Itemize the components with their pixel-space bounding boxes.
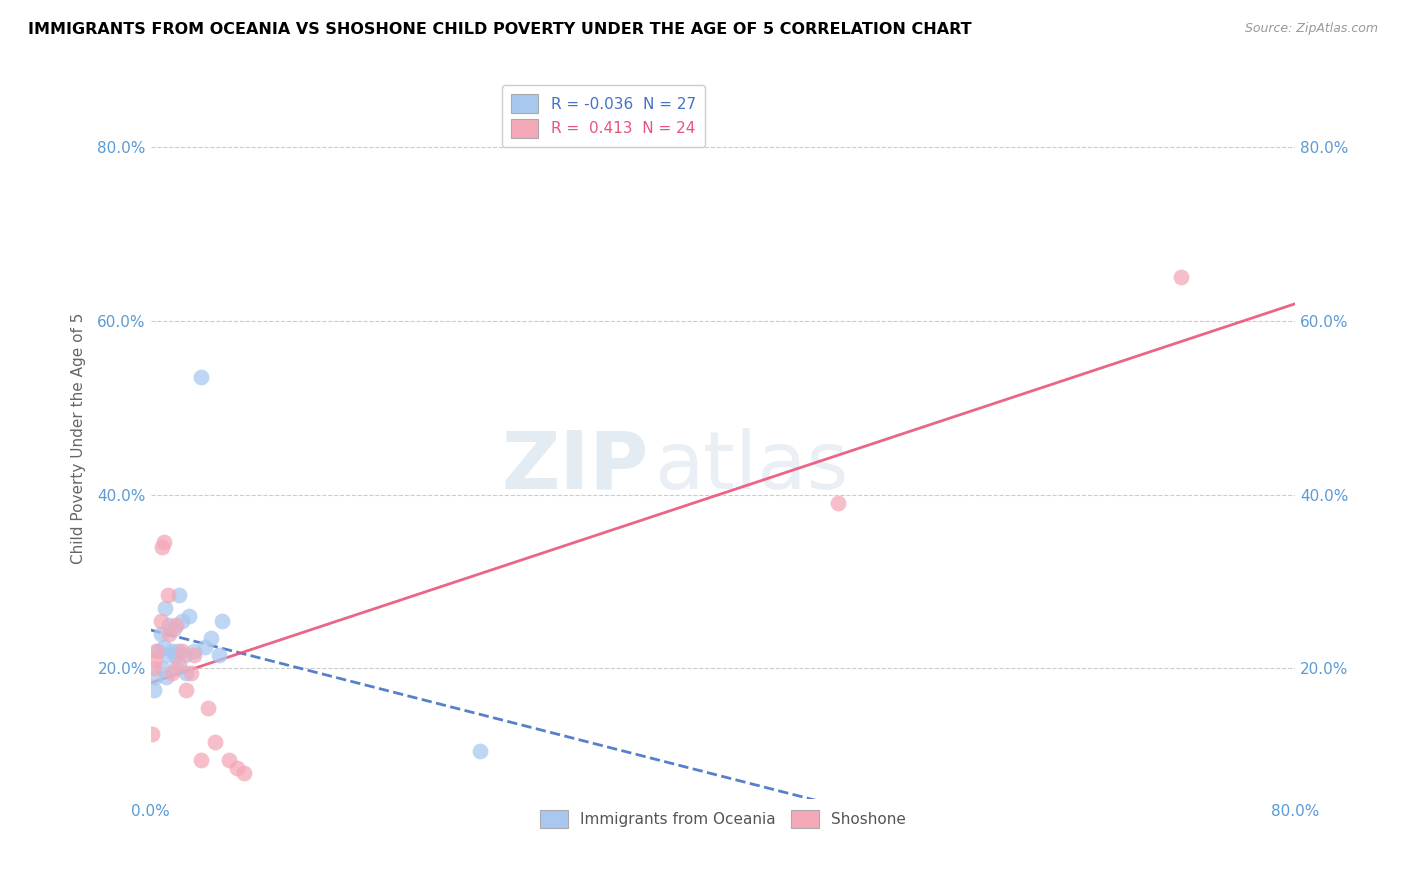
Point [218, 753, 240, 767]
Point [145, 644, 167, 658]
Point [211, 614, 233, 628]
Point [827, 496, 849, 510]
Text: atlas: atlas [654, 428, 849, 506]
Point [225, 761, 247, 775]
Point [190, 753, 212, 767]
Point [146, 644, 169, 658]
Point [194, 640, 217, 654]
Point [172, 614, 194, 628]
Point [208, 648, 231, 663]
Point [169, 657, 191, 672]
Point [160, 644, 183, 658]
Point [149, 626, 172, 640]
Point [176, 665, 198, 680]
Point [143, 653, 166, 667]
Point [197, 700, 219, 714]
Point [157, 618, 180, 632]
Point [167, 644, 190, 658]
Point [160, 665, 183, 680]
Text: ZIP: ZIP [502, 428, 648, 506]
Y-axis label: Child Poverty Under the Age of 5: Child Poverty Under the Age of 5 [72, 312, 86, 564]
Point [183, 644, 205, 658]
Point [156, 588, 179, 602]
Point [172, 644, 194, 658]
Point [169, 588, 191, 602]
Point [179, 609, 201, 624]
Legend: Immigrants from Oceania, Shoshone: Immigrants from Oceania, Shoshone [534, 804, 912, 835]
Point [157, 626, 180, 640]
Point [163, 648, 186, 663]
Point [143, 670, 166, 684]
Text: Source: ZipAtlas.com: Source: ZipAtlas.com [1244, 22, 1378, 36]
Point [150, 661, 173, 675]
Point [162, 623, 184, 637]
Point [152, 640, 174, 654]
Point [200, 631, 222, 645]
Point [150, 540, 173, 554]
Point [204, 735, 226, 749]
Point [468, 744, 491, 758]
Point [142, 683, 165, 698]
Point [180, 665, 202, 680]
Point [232, 765, 254, 780]
Point [155, 670, 177, 684]
Point [176, 683, 198, 698]
Point [166, 618, 188, 632]
Point [142, 661, 165, 675]
Text: IMMIGRANTS FROM OCEANIA VS SHOSHONE CHILD POVERTY UNDER THE AGE OF 5 CORRELATION: IMMIGRANTS FROM OCEANIA VS SHOSHONE CHIL… [28, 22, 972, 37]
Point [190, 370, 212, 384]
Point [141, 726, 163, 740]
Point [183, 648, 205, 663]
Point [174, 648, 197, 663]
Point [166, 661, 188, 675]
Point [1170, 270, 1192, 285]
Point [153, 600, 176, 615]
Point [152, 535, 174, 549]
Point [156, 648, 179, 663]
Point [149, 614, 172, 628]
